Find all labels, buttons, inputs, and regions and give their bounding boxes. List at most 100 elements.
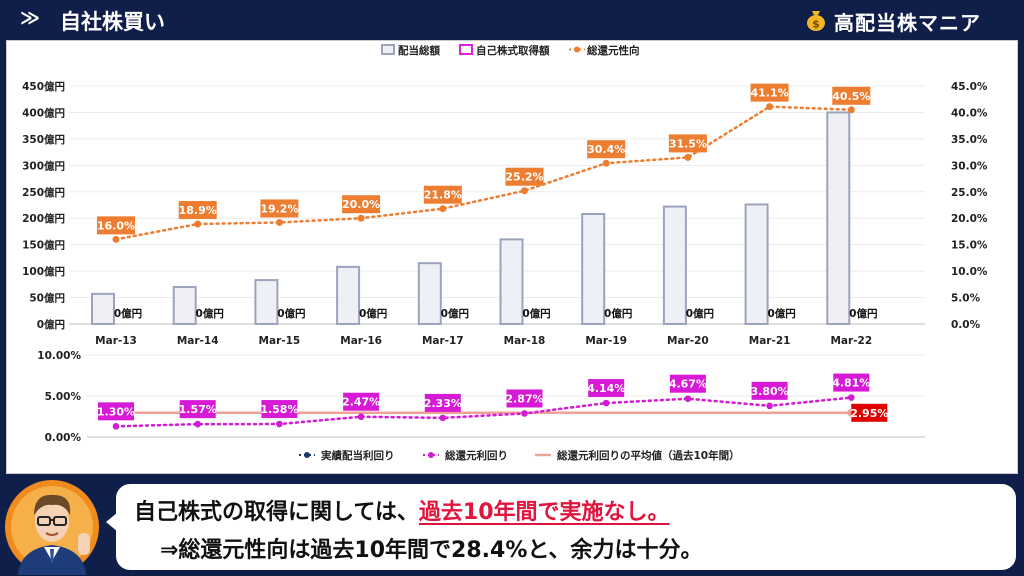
total-yield-label-bg	[98, 402, 134, 421]
right-axis-tick: 45.0%	[951, 81, 988, 93]
buyback-value-label: 0億円	[767, 307, 795, 320]
payout-ratio-label-bg	[750, 83, 789, 102]
lower-axis-tick: 5.00%	[45, 391, 82, 403]
right-axis-tick: 5.0%	[951, 293, 981, 305]
buyback-value-label: 0億円	[849, 307, 877, 320]
buyback-value-label: 0億円	[114, 307, 142, 320]
right-axis-tick: 35.0%	[951, 134, 988, 146]
payout-ratio-label-text: 31.5%	[669, 137, 707, 150]
x-axis-tick: Mar-20	[667, 335, 709, 347]
left-axis-tick: 200億円	[22, 212, 65, 225]
payout-ratio-point	[275, 218, 283, 226]
dividend-total-bar	[91, 292, 115, 325]
legend-swatch-point	[428, 452, 434, 458]
caption-line-2: ⇒総還元性向は過去10年間で28.4%と、余力は十分。	[160, 538, 703, 563]
right-axis-tick: 25.0%	[951, 187, 988, 199]
legend-label: 配当総額	[398, 44, 440, 57]
payout-ratio-label: 41.1%	[750, 83, 789, 102]
payout-ratio-label: 40.5%	[832, 86, 870, 105]
buyback-value-label: 0億円	[604, 307, 632, 320]
legend-label: 総還元利回り	[445, 449, 508, 462]
left-axis-tick: 50億円	[29, 292, 65, 305]
payout-ratio-label: 18.9%	[178, 201, 217, 220]
total-yield-label-text: 3.80%	[751, 385, 789, 398]
payout-ratio-label: 25.2%	[505, 167, 544, 186]
total-yield-label-bg	[424, 393, 461, 412]
total-yield-point	[766, 402, 773, 410]
payout-ratio-point	[602, 159, 610, 167]
payout-ratio-label-text: 18.9%	[179, 204, 217, 217]
brand-name: 高配当株マニア	[834, 11, 981, 35]
chart-panel: 0億円 0億円 0億円 0億円 0億円 0億円 0億円 0億円 0億円 0億円 16.0% 18.9…	[6, 40, 1018, 474]
left-axis-tick: 250億円	[22, 186, 65, 199]
payout-ratio-label-text: 30.4%	[587, 143, 625, 156]
caption-highlight: 過去10年間で実施なし。	[418, 500, 670, 525]
total-yield-label: 3.80%	[751, 381, 789, 400]
payout-ratio-label: 21.8%	[424, 185, 462, 204]
total-yield-label: 1.30%	[97, 402, 135, 421]
payout-ratio-label: 16.0%	[97, 216, 135, 235]
dividend-total-bar	[254, 279, 279, 325]
payout-ratio-label-bg	[97, 216, 135, 235]
total-yield-label-text: 4.14%	[587, 382, 625, 395]
payout-ratio-label-text: 40.5%	[832, 90, 870, 103]
total-yield-label: 2.87%	[505, 389, 544, 408]
bottom-legend-item: 総還元利回りの平均値（過去10年間）	[535, 449, 740, 462]
legend-label: 総還元利回りの平均値（過去10年間）	[557, 449, 740, 462]
right-axis-tick: 20.0%	[951, 213, 988, 225]
legend-swatch	[381, 44, 395, 55]
payout-ratio-label-bg	[260, 199, 299, 218]
buyback-value-label: 0億円	[359, 307, 387, 320]
total-yield-label-text: 4.67%	[669, 378, 707, 391]
left-axis-tick: 400億円	[22, 106, 65, 119]
dividend-total-bar	[336, 265, 361, 326]
top-legend-item: 総還元性向	[569, 44, 640, 57]
x-axis-tick: Mar-22	[830, 335, 872, 347]
dividend-total-bar	[581, 212, 606, 325]
lower-axis-tick: 10.00%	[37, 350, 81, 362]
total-yield-label: 4.81%	[832, 373, 870, 392]
average-yield-label: 2.95%	[850, 403, 888, 422]
payout-ratio-point	[766, 103, 774, 111]
legend-swatch-point	[304, 452, 310, 458]
total-yield-point	[276, 420, 283, 428]
total-yield-label-text: 2.47%	[342, 396, 380, 409]
total-yield-label-text: 4.81%	[832, 377, 870, 390]
payout-ratio-label-bg	[668, 134, 707, 153]
legend-label: 自己株式取得額	[476, 44, 550, 57]
x-axis-tick: Mar-21	[749, 335, 791, 347]
payout-ratio-label-text: 41.1%	[751, 87, 789, 100]
dividend-total-bar	[417, 262, 442, 326]
payout-ratio-point	[439, 205, 447, 213]
x-axis-tick: Mar-17	[422, 335, 464, 347]
payout-ratio-line	[114, 105, 853, 241]
left-axis-tick: 450億円	[22, 80, 65, 93]
total-yield-label-text: 2.33%	[424, 397, 462, 410]
double-chevron-icon: ≫	[20, 7, 40, 29]
buyback-value-label: 0億円	[441, 307, 469, 320]
x-axis-tick: Mar-13	[95, 335, 137, 347]
total-yield-point	[684, 395, 692, 402]
right-axis-tick: 0.0%	[951, 319, 981, 331]
lower-axis-tick: 0.00%	[45, 432, 82, 444]
total-yield-point	[603, 399, 610, 407]
total-yield-point	[112, 423, 120, 430]
payout-ratio-label: 30.4%	[587, 140, 626, 159]
legend-swatch-point	[574, 46, 580, 53]
right-axis-tick: 15.0%	[951, 240, 988, 252]
chart-canvas: 0億円 0億円 0億円 0億円 0億円 0億円 0億円 0億円 0億円 0億円 16.0% 18.9…	[22, 44, 988, 462]
left-axis-tick: 300億円	[22, 159, 65, 172]
svg-text:$: $	[812, 18, 820, 31]
total-yield-label-text: 2.87%	[505, 392, 543, 405]
legend-swatch	[459, 44, 473, 55]
header-bar: ≫ 自社株買い $ 高配当株マニア	[0, 0, 1024, 40]
payout-ratio-label-bg	[587, 140, 626, 159]
total-yield-point	[357, 413, 365, 420]
total-yield-label-text: 1.30%	[97, 405, 135, 418]
page-title: 自社株買い	[60, 10, 165, 34]
left-axis-tick: 0億円	[37, 318, 65, 331]
total-yield-point	[848, 394, 855, 401]
payout-ratio-label-bg	[178, 201, 217, 220]
total-yield-label: 4.14%	[587, 379, 625, 398]
total-yield-label: 4.67%	[669, 374, 707, 393]
